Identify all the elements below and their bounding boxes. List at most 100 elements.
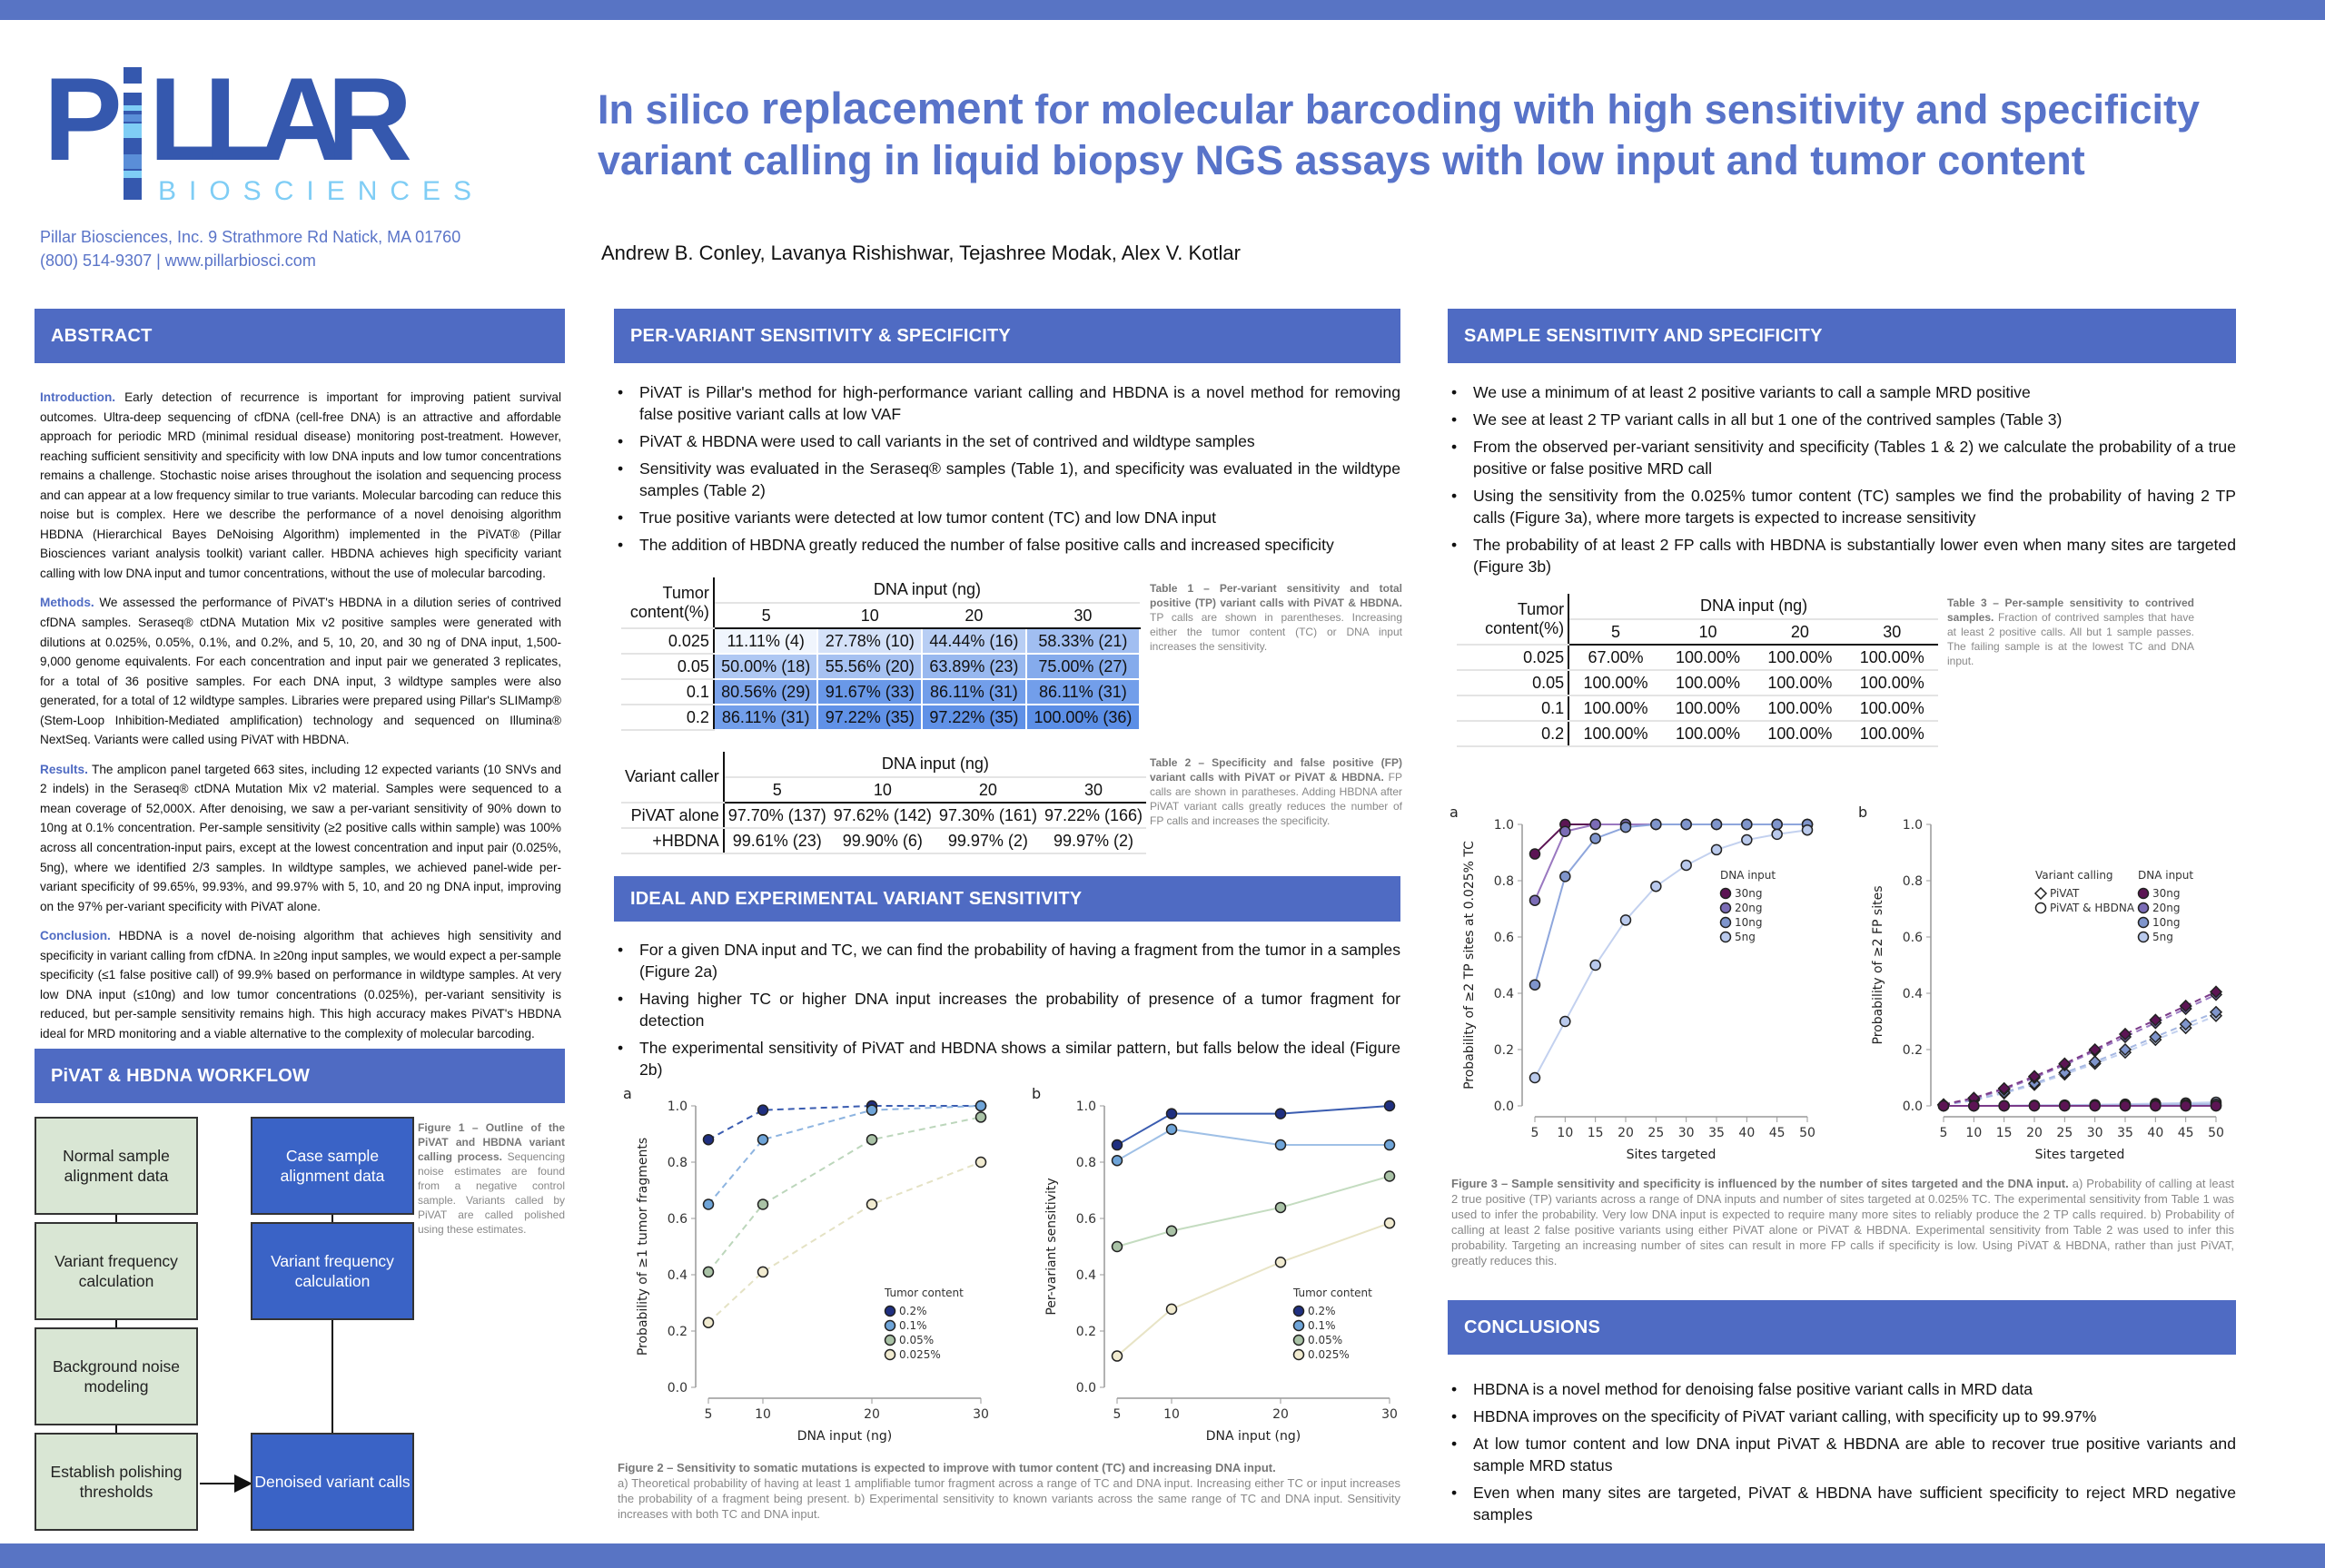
table-cell: 99.97% (2) [1040,828,1147,854]
bullet-item: HBDNA is a novel method for denoising fa… [1448,1378,2236,1400]
figure3b-chart: b 0.0 0.2 0.4 0.6 0.8 1.0 5 10 15 20 25 30 35 40 45 50 Si… [1858,804,2224,1162]
caption-text: a) Probability of calling at least 2 tru… [1451,1177,2234,1267]
data-point [975,1156,987,1169]
legend-label: 0.05% [1308,1334,1342,1346]
y-tick-label: 0.8 [1903,874,1923,889]
logo-wordmark: LLAR [149,60,412,185]
data-point [866,1133,878,1146]
abstract-paragraph: Introduction. Early detection of recurre… [40,388,561,583]
series-0025 [702,1156,987,1328]
legend-marker [1292,1348,1305,1361]
table-cell: 97.22% (35) [817,705,924,731]
series-line [1116,1222,1390,1357]
corner-label: Tumor [1517,599,1565,618]
table-row: +HBDNA 99.61% (23) 99.90% (6) 99.97% (2) 99.… [621,828,1147,854]
x-tick-label: 20 [1272,1407,1289,1422]
x-tick-label: 25 [2056,1126,2073,1140]
caption-text: FP calls are shown in paratheses. Adding… [1150,771,1402,827]
figure1-caption: Figure 1 – Outline of the PiVAT and HBDN… [418,1120,565,1237]
y-tick-label: 1.0 [1903,818,1923,833]
table-cell: 100.00% [1661,721,1755,747]
data-point [2088,1055,2102,1069]
y-tick-label: 0.4 [668,1268,688,1283]
table-corner: Tumor content(%) [1457,594,1570,646]
table-cell: 100.00% [1754,721,1846,747]
pillar-logo: P LLAR BIOSCIENCES [44,60,471,206]
workflow-step-normal-alignment: Normal sample alignment data [35,1117,198,1215]
data-point [2027,1070,2042,1083]
row-label: 0.2 [621,705,715,731]
bullet-item: Having higher TC or higher DNA input inc… [614,988,1400,1031]
data-point [1111,1155,1123,1167]
series-line [1534,829,1808,1079]
bullet-item: Sensitivity was evaluated in the Seraseq… [614,458,1400,501]
legend-marker [1719,902,1732,914]
workflow-step-thresholds: Establish polishing thresholds [35,1433,198,1531]
column-header: 30 [1025,603,1140,629]
x-tick-label: 30 [2087,1126,2103,1140]
table-cell: 97.30% (161) [935,803,1041,829]
series-02 [1111,1100,1396,1151]
figure3a-chart: a 0.0 0.2 0.4 0.6 0.8 1.0 5 10 15 20 25 30 35 40 45 50 Si… [1449,804,1815,1162]
poster-title: In silico replacement for molecular barc… [598,84,2305,186]
data-point [1968,1100,1980,1112]
legend-label: 0.025% [1308,1348,1350,1361]
legend-marker [1719,916,1732,929]
legend-marker [2033,886,2048,901]
legend-label: 0.1% [1308,1319,1336,1332]
panel-label: a [1449,804,1459,821]
table-cell: 100.00% (36) [1025,705,1142,731]
table-header-row: 5 10 20 30 [1457,619,1938,646]
paragraph-text: The amplicon panel targeted 663 sites, i… [40,762,561,913]
data-point [1529,894,1541,906]
data-point [2180,1100,2191,1112]
bullet-item: For a given DNA input and TC, we can fin… [614,939,1400,982]
x-tick-label: 20 [1618,1126,1634,1140]
x-tick-label: 30 [1381,1407,1398,1422]
legend-marker [1292,1319,1305,1332]
abstract-paragraph: Methods. We assessed the performance of … [40,593,561,749]
legend-marker [884,1348,896,1361]
row-label: 0.025 [1457,645,1570,671]
data-point [1383,1139,1396,1151]
x-tick-label: 45 [1769,1126,1786,1140]
legend-label: 30ng [2152,887,2181,900]
legend-title: DNA input [2138,869,2193,882]
series-30ng [1937,1100,2222,1112]
legend-marker [2137,902,2150,914]
legend-label: 10ng [2152,916,2181,929]
data-point [1165,1225,1178,1238]
data-point [1589,833,1601,844]
column-header: 30 [1845,619,1938,646]
series-02 [702,1100,987,1146]
data-point [1383,1100,1396,1112]
ideal-heading: IDEAL AND EXPERIMENTAL VARIANT SENSITIVI… [614,876,1400,922]
conclusions-heading: CONCLUSIONS [1448,1300,2236,1355]
x-tick-label: 50 [1799,1126,1815,1140]
table-cell: 67.00% [1568,645,1662,671]
y-axis-label: Probability of ≥2 FP sites [1871,885,1885,1044]
series-30ng [1529,818,1814,860]
x-axis-label: DNA input (ng) [797,1429,892,1444]
legend-label: 0.05% [899,1334,934,1346]
data-point [2118,1027,2132,1041]
bullet-item: PiVAT & HBDNA were used to call variants… [614,430,1400,452]
data-point [1111,1139,1123,1151]
table-row: 0.05 100.00% 100.00% 100.00% 100.00% [1457,670,1938,696]
legend-marker [1292,1305,1305,1317]
y-axis-label: Per-variant sensitivity [1044,1178,1059,1315]
series-5ng [1529,823,1814,1084]
data-point [866,1198,878,1210]
legend-title: Variant calling [2035,869,2113,882]
data-point [1619,821,1632,833]
paragraph-text: Early detection of recurrence is importa… [40,390,561,580]
series-01 [1111,1123,1396,1167]
row-label: 0.05 [1457,670,1570,696]
corner-label: Tumor [662,583,709,602]
abstract-paragraph: Conclusion. HBDNA is a novel de-noising … [40,926,561,1043]
legend-title: DNA input [1720,869,1776,882]
caption-title: Figure 3 – Sample sensitivity and specif… [1451,1177,2069,1190]
table-cell: 86.11% (31) [922,679,1027,705]
legend-label: 0.025% [899,1348,941,1361]
contact-line[interactable]: (800) 514-9307 | www.pillarbiosci.com [40,251,316,270]
